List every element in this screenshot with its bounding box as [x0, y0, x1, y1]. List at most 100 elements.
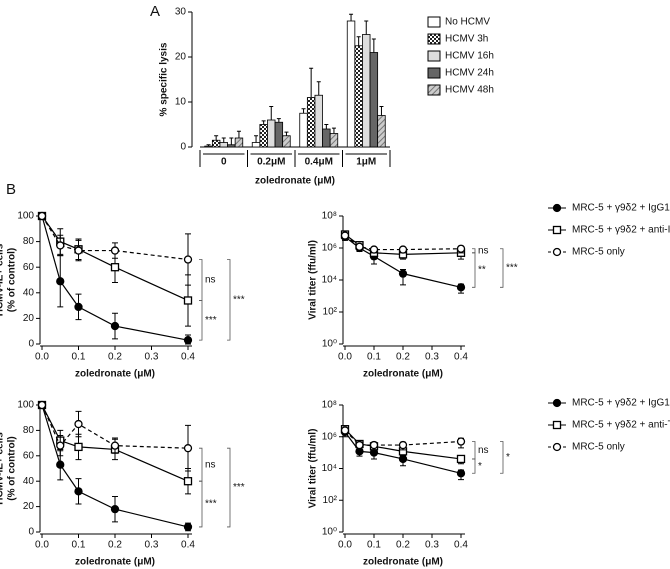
legend-marker	[552, 225, 562, 235]
point	[183, 444, 193, 453]
y-tick-label: 10⁰	[322, 527, 337, 538]
bar	[369, 52, 379, 148]
error-bar	[371, 38, 376, 53]
y-tick-label: 10⁶	[322, 243, 337, 254]
point	[183, 336, 193, 345]
error-bar	[379, 106, 384, 116]
y-tick-label: 10²	[323, 495, 338, 506]
significance-label: ***	[233, 294, 245, 305]
point	[37, 211, 47, 221]
point	[74, 487, 83, 496]
significance-label: *	[506, 452, 510, 463]
bar	[259, 124, 268, 148]
y-tick-label: 60	[23, 262, 35, 273]
y-axis-label: HCMV-IE+ cells	[0, 243, 6, 316]
bar	[234, 137, 244, 148]
point	[369, 440, 379, 450]
bar	[377, 115, 386, 148]
x-tick-label: 0.3	[425, 352, 439, 363]
y-tick-label: 10⁶	[322, 431, 337, 442]
y-tick-label: 20	[23, 501, 35, 512]
error-bar	[269, 106, 274, 120]
x-tick-label: 0.4	[181, 540, 195, 551]
x-tick-label: 0.2	[396, 540, 410, 551]
point	[74, 442, 83, 452]
x-tick-label: 0.3	[145, 540, 159, 551]
error-bar	[364, 20, 369, 35]
point	[56, 241, 65, 250]
x-tick-label: 0.4μM	[305, 157, 333, 168]
x-tick-label: 0.4	[181, 352, 195, 363]
error-bar	[316, 81, 321, 96]
significance-label: *	[478, 461, 482, 472]
x-axis-label: zoledronate (μM)	[363, 557, 443, 568]
significance-bracket	[472, 441, 476, 460]
point	[456, 469, 466, 478]
error-bar	[254, 135, 259, 143]
significance-bracket	[199, 447, 203, 482]
x-tick-label: 1μM	[356, 157, 376, 168]
bar	[267, 119, 276, 148]
panel-label: B	[6, 181, 16, 198]
legend-label: MRC-5 + γ9δ2 + IgG1	[572, 398, 670, 409]
significance-bracket	[227, 259, 231, 341]
significance-bracket	[227, 447, 231, 528]
legend-swatch	[427, 67, 441, 79]
panel-label: A	[150, 3, 160, 20]
x-tick-label: 0.3	[145, 352, 159, 363]
legend-label: HCMV 16h	[445, 51, 494, 62]
error-bar	[214, 135, 219, 141]
point	[398, 440, 408, 450]
y-tick-label: 10⁸	[322, 400, 337, 411]
legend-label: MRC-5 + γ9δ2 + anti-TNF	[572, 420, 670, 431]
y-tick-label: 0	[180, 142, 186, 153]
legend-swatch	[427, 50, 441, 62]
bar	[282, 135, 291, 148]
point	[74, 246, 83, 255]
point	[340, 231, 350, 240]
y-tick-label: 100	[17, 400, 34, 411]
legend-label: HCMV 3h	[445, 34, 488, 45]
significance-bracket	[500, 248, 504, 288]
legend-label: HCMV 24h	[445, 68, 494, 79]
y-tick-label: 10	[175, 97, 187, 108]
bar	[322, 128, 331, 148]
significance-bracket	[199, 480, 203, 528]
error-bar	[331, 127, 336, 134]
legend-marker	[552, 442, 562, 452]
point	[183, 255, 193, 264]
bar	[346, 20, 356, 148]
point	[56, 277, 65, 286]
significance-label: ns	[478, 245, 489, 256]
significance-label: **	[478, 265, 486, 276]
error-bar	[206, 144, 211, 147]
point	[110, 504, 120, 514]
legend-label: MRC-5 + γ9δ2 + anti-IFN-	[572, 225, 670, 236]
y-axis-label: (% of control)	[7, 248, 18, 312]
y-tick-label: 100	[17, 211, 34, 222]
error-bar	[309, 67, 314, 98]
x-tick-label: 0.1	[72, 540, 86, 551]
x-tick-label: 0.2μM	[257, 157, 285, 168]
y-tick-label: 10⁰	[322, 339, 337, 350]
x-tick-label: 0.1	[367, 540, 381, 551]
series-line	[41, 215, 189, 261]
y-axis-label: Viral titer (ffu/ml)	[308, 240, 319, 320]
y-axis-label: HCMV-IE+ cells	[0, 432, 6, 505]
significance-label: ns	[205, 275, 216, 286]
bar	[314, 94, 323, 148]
significance-bracket	[472, 458, 476, 474]
error-bar	[301, 108, 306, 114]
bar	[354, 45, 363, 148]
legend-marker	[552, 247, 562, 257]
bar	[219, 142, 228, 148]
error-bar	[221, 137, 226, 143]
error-bar	[284, 131, 289, 136]
error-bar	[349, 13, 354, 21]
y-axis-label: (% of control)	[7, 436, 18, 500]
legend-swatch	[427, 33, 441, 45]
legend-label: MRC-5 only	[572, 442, 625, 453]
point	[355, 242, 364, 251]
legend-marker	[552, 203, 562, 213]
point	[398, 269, 408, 278]
